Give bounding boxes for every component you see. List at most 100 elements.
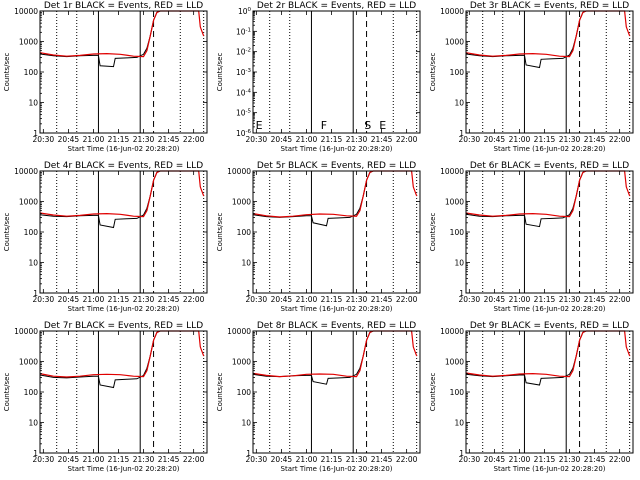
x-tick-label: 21:00 (83, 295, 105, 304)
x-tick-label: 21:15 (321, 135, 343, 144)
y-tick-label: 10 (241, 419, 251, 428)
event-marker-label: S (364, 119, 371, 132)
plot-frame (465, 170, 634, 294)
x-tick-label: 20:45 (271, 455, 293, 464)
x-tick-label: 21:45 (584, 455, 606, 464)
series-events (465, 170, 587, 228)
y-tick-label: 1000 (232, 358, 251, 367)
y-tick-label: 1000 (232, 198, 251, 207)
panel-title: Det 7r BLACK = Events, RED = LLD (44, 321, 203, 331)
y-tick-label: 1 (33, 289, 38, 298)
y-tick-label: 10 (241, 259, 251, 268)
x-tick-label: 21:45 (371, 295, 393, 304)
y-axis-label: Counts/sec (216, 53, 224, 92)
x-tick-label: 20:30 (246, 295, 268, 304)
x-tick-label: 20:45 (58, 295, 80, 304)
y-tick-label: 10000 (14, 327, 38, 336)
x-axis-label: Start Time (16-Jun-02 20:28:20) (494, 305, 606, 313)
y-tick-label: 10-4 (236, 88, 252, 97)
x-tick-label: 22:00 (609, 135, 631, 144)
y-axis-label: Counts/sec (3, 373, 11, 412)
x-tick-label: 22:00 (183, 135, 205, 144)
y-tick-label: 10-6 (236, 129, 252, 138)
series-events (252, 170, 374, 227)
panel-title: Det 2r BLACK = Events, RED = LLD (257, 1, 416, 11)
y-tick-label: 1 (459, 449, 464, 458)
panel-det-7: Det 7r BLACK = Events, RED = LLD 20:30 20:… (3, 321, 208, 473)
x-tick-label: 21:00 (296, 455, 318, 464)
series-lld (39, 170, 205, 218)
panel-det-8: Det 8r BLACK = Events, RED = LLD 20:30 20:… (216, 321, 421, 473)
series-lld (465, 330, 631, 378)
panel-title: Det 9r BLACK = Events, RED = LLD (470, 321, 629, 331)
x-tick-label: 20:30 (246, 135, 268, 144)
x-tick-label: 21:00 (296, 295, 318, 304)
y-tick-label: 10000 (227, 167, 251, 176)
x-tick-label: 20:30 (246, 455, 268, 464)
x-tick-label: 22:00 (396, 295, 418, 304)
x-tick-label: 20:45 (271, 135, 293, 144)
x-tick-label: 21:45 (584, 135, 606, 144)
x-tick-label: 22:00 (183, 295, 205, 304)
plot-frame (252, 10, 421, 134)
x-tick-label: 21:15 (108, 455, 130, 464)
x-tick-label: 21:15 (534, 455, 556, 464)
series-lld (39, 10, 205, 58)
series-lld (252, 330, 418, 378)
x-tick-label: 20:45 (58, 455, 80, 464)
series-events (39, 170, 161, 229)
y-tick-label: 10 (454, 259, 464, 268)
x-tick-label: 21:30 (346, 135, 368, 144)
y-tick-label: 1000 (19, 38, 38, 47)
x-axis-label: Start Time (16-Jun-02 20:28:20) (281, 465, 393, 473)
y-axis-label: Counts/sec (429, 373, 437, 412)
x-tick-label: 22:00 (183, 455, 205, 464)
y-tick-label: 10000 (440, 7, 464, 16)
y-tick-label: 10 (454, 99, 464, 108)
x-axis-label: Start Time (16-Jun-02 20:28:20) (68, 145, 180, 153)
event-marker-label: E (379, 119, 386, 132)
x-tick-label: 21:15 (534, 295, 556, 304)
x-tick-label: 20:45 (484, 295, 506, 304)
x-tick-label: 22:00 (609, 295, 631, 304)
x-tick-label: 21:45 (584, 295, 606, 304)
y-tick-label: 10 (28, 99, 38, 108)
panel-title: Det 3r BLACK = Events, RED = LLD (470, 1, 629, 11)
x-tick-label: 21:30 (346, 295, 368, 304)
panel-title: Det 4r BLACK = Events, RED = LLD (44, 161, 203, 171)
y-tick-label: 1 (246, 449, 251, 458)
y-tick-label: 10-2 (236, 48, 251, 57)
y-tick-label: 10 (454, 419, 464, 428)
panel-title: Det 6r BLACK = Events, RED = LLD (470, 161, 629, 171)
x-tick-label: 21:30 (559, 295, 581, 304)
y-tick-label: 1000 (19, 198, 38, 207)
y-tick-label: 10000 (440, 167, 464, 176)
y-tick-label: 100 (450, 228, 465, 237)
x-tick-label: 20:45 (58, 135, 80, 144)
x-tick-label: 21:30 (133, 455, 155, 464)
x-tick-label: 22:00 (609, 455, 631, 464)
x-tick-label: 21:45 (158, 135, 180, 144)
x-tick-label: 22:00 (396, 135, 418, 144)
series-events (39, 330, 161, 389)
x-tick-label: 21:30 (559, 455, 581, 464)
plot-frame (465, 330, 634, 454)
y-tick-label: 10-5 (236, 109, 252, 118)
x-tick-label: 21:00 (509, 135, 531, 144)
y-tick-label: 100 (237, 388, 252, 397)
series-lld (465, 170, 631, 218)
panel-det-9: Det 9r BLACK = Events, RED = LLD 20:30 20:… (429, 321, 634, 473)
y-tick-label: 10000 (440, 327, 464, 336)
x-axis-label: Start Time (16-Jun-02 20:28:20) (68, 465, 180, 473)
y-tick-label: 1 (33, 449, 38, 458)
x-tick-label: 21:15 (108, 135, 130, 144)
x-tick-label: 20:30 (459, 295, 481, 304)
y-tick-label: 100 (24, 388, 39, 397)
x-tick-label: 21:00 (509, 295, 531, 304)
y-tick-label: 1000 (445, 38, 464, 47)
panel-det-4: Det 4r BLACK = Events, RED = LLD 20:30 20:… (3, 161, 208, 313)
panel-det-2: Det 2r BLACK = Events, RED = LLD 20:30 20:… (216, 1, 421, 153)
x-tick-label: 21:00 (509, 455, 531, 464)
y-tick-label: 10000 (227, 327, 251, 336)
